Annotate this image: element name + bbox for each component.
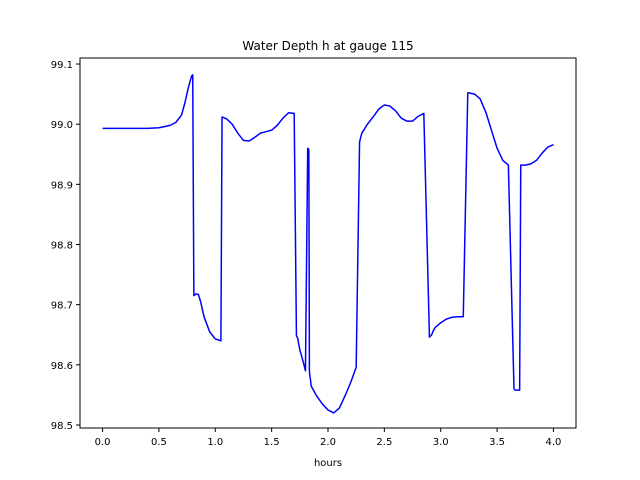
y-tick-label: 98.8: [51, 241, 73, 252]
y-tick-label: 98.7: [51, 301, 73, 312]
y-tick-label: 98.5: [51, 421, 73, 432]
series-line-0: [102, 74, 554, 414]
x-axis-ticks: 0.0 0.5 1.0 1.5 2.0 2.5 3.0 3.5 4.0: [95, 428, 562, 448]
x-tick-label: 0.5: [151, 437, 167, 448]
y-tick-label: 98.9: [51, 180, 73, 191]
y-axis-ticks: 98.5 98.6 98.7 98.8 98.9 99.0 99.1: [51, 60, 80, 432]
x-tick-label: 1.5: [264, 437, 280, 448]
x-axis-label: hours: [314, 458, 342, 469]
x-tick-label: 3.5: [489, 437, 505, 448]
x-tick-label: 3.0: [433, 437, 449, 448]
series-layer: [102, 74, 554, 414]
y-tick-label: 99.0: [51, 120, 73, 131]
x-tick-label: 1.0: [207, 437, 223, 448]
x-tick-label: 2.5: [376, 437, 392, 448]
y-tick-label: 99.1: [51, 60, 73, 71]
x-tick-label: 0.0: [95, 437, 111, 448]
x-tick-label: 4.0: [546, 437, 562, 448]
chart-title: Water Depth h at gauge 115: [242, 39, 413, 53]
y-tick-label: 98.6: [51, 361, 73, 372]
x-tick-label: 2.0: [320, 437, 336, 448]
